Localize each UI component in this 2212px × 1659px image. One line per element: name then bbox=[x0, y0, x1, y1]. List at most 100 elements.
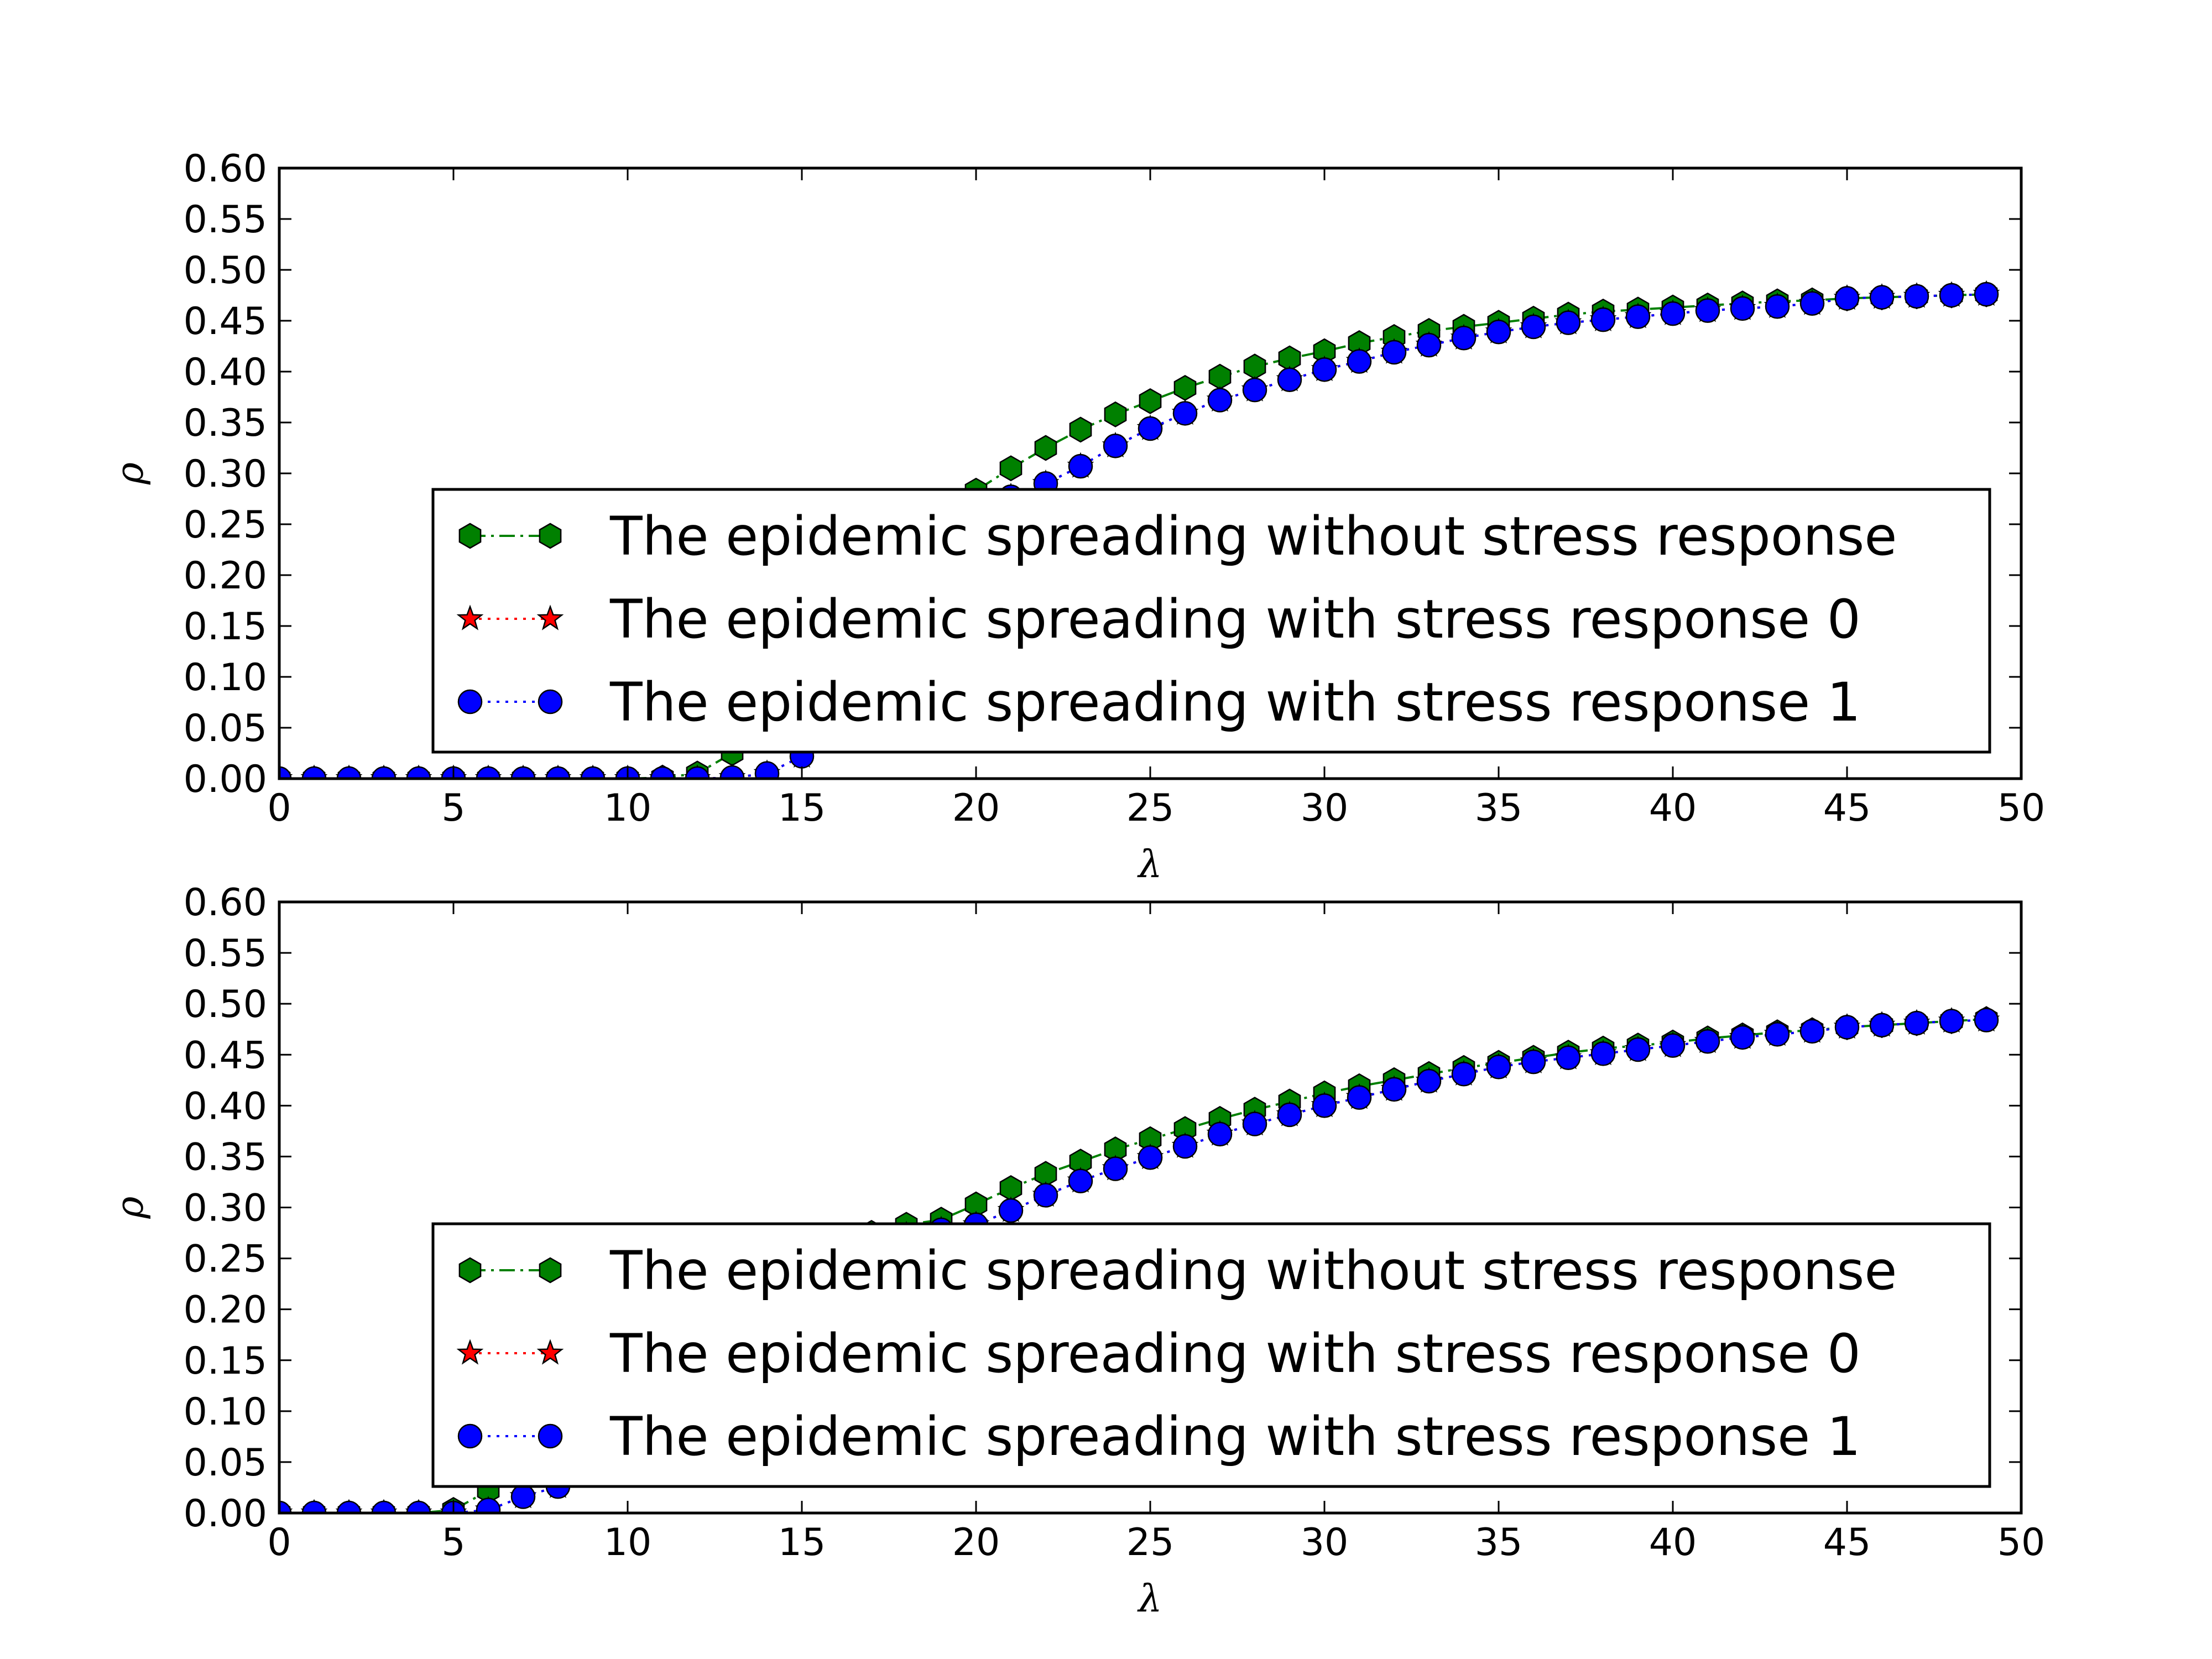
data-point-s3-37 bbox=[1556, 1045, 1581, 1071]
y-tick-label: 0.35 bbox=[184, 1135, 267, 1179]
x-tick-label: 10 bbox=[604, 1521, 652, 1564]
data-point-s3-36 bbox=[1521, 314, 1546, 340]
x-tick-label: 20 bbox=[952, 1521, 1000, 1564]
y-tick-label: 0.60 bbox=[184, 147, 267, 191]
x-tick-label: 45 bbox=[1823, 1521, 1871, 1564]
x-tick-label: 45 bbox=[1823, 786, 1871, 830]
data-point-s3-23 bbox=[1068, 453, 1093, 479]
data-point-s3-31 bbox=[1347, 1085, 1372, 1110]
data-point-s3-49 bbox=[1974, 1008, 1999, 1032]
data-point-s3-28 bbox=[1242, 1112, 1267, 1136]
data-point-s3-25 bbox=[1138, 1145, 1163, 1170]
data-point-s3-33 bbox=[1416, 1068, 1442, 1094]
data-point-s3-21 bbox=[998, 1198, 1024, 1223]
data-point-s3-24 bbox=[1103, 434, 1128, 458]
legend-marker bbox=[458, 523, 482, 549]
x-tick-label: 5 bbox=[441, 1521, 465, 1564]
legend-marker bbox=[539, 523, 562, 549]
data-point-s3-41 bbox=[1695, 1029, 1720, 1054]
data-point-s3-23 bbox=[1068, 1168, 1093, 1193]
legend-marker bbox=[458, 1257, 482, 1284]
data-point-s3-0 bbox=[279, 766, 292, 779]
data-point-s3-30 bbox=[1312, 357, 1337, 382]
x-tick-label: 50 bbox=[1997, 786, 2046, 830]
data-point-s1-27 bbox=[1208, 363, 1232, 390]
data-point-s3-45 bbox=[1834, 286, 1860, 311]
data-point-s3-38 bbox=[1590, 307, 1616, 332]
x-tick-label: 15 bbox=[778, 1521, 826, 1564]
data-point-s3-48 bbox=[1939, 283, 1964, 308]
data-point-s1-23 bbox=[1069, 416, 1092, 443]
data-point-s3-1 bbox=[301, 766, 327, 779]
x-tick-label: 50 bbox=[1997, 1521, 2046, 1564]
plot-data bbox=[279, 280, 2000, 779]
y-tick-label: 0.00 bbox=[184, 1492, 267, 1536]
x-axis-label: λ bbox=[1136, 843, 1162, 886]
data-point-s3-33 bbox=[1416, 332, 1442, 358]
y-tick-label: 0.00 bbox=[184, 758, 267, 801]
data-point-s3-38 bbox=[1590, 1041, 1616, 1066]
data-point-s3-4 bbox=[406, 766, 431, 779]
data-point-s3-46 bbox=[1869, 285, 1895, 310]
data-point-s3-0 bbox=[279, 1500, 292, 1513]
legend-label: The epidemic spreading with stress respo… bbox=[609, 671, 1861, 733]
y-tick-label: 0.10 bbox=[184, 656, 267, 700]
data-point-s3-40 bbox=[1660, 301, 1686, 326]
chart-panel-1: 0 5 10 15 20 25 30 35 40 45 50 0.00 0.05 0.10 0.15 0.20… bbox=[108, 147, 2045, 886]
data-point-s3-4 bbox=[406, 1500, 431, 1513]
data-point-s3-11 bbox=[650, 766, 675, 779]
x-tick-label: 0 bbox=[267, 1521, 291, 1564]
data-point-s1-26 bbox=[1173, 374, 1197, 401]
data-point-s3-6 bbox=[476, 1498, 501, 1513]
data-point-s3-27 bbox=[1207, 388, 1233, 413]
y-tick-label: 0.10 bbox=[184, 1390, 267, 1434]
data-point-s3-39 bbox=[1625, 304, 1651, 329]
chart-panel-2: 0 5 10 15 20 25 30 35 40 45 50 0.00 0.05 0.10 0.15 0.20… bbox=[108, 881, 2045, 1621]
data-point-s3-22 bbox=[1033, 1183, 1058, 1208]
x-tick-label: 25 bbox=[1126, 786, 1175, 830]
data-point-s3-3 bbox=[371, 1500, 397, 1513]
y-tick-label: 0.05 bbox=[184, 707, 267, 750]
x-tick-label: 35 bbox=[1475, 1521, 1523, 1564]
data-point-s3-40 bbox=[1660, 1033, 1686, 1058]
y-tick-label: 0.40 bbox=[184, 1084, 267, 1128]
y-tick-label: 0.55 bbox=[184, 932, 267, 975]
data-point-s3-34 bbox=[1451, 1061, 1477, 1087]
x-tick-label: 40 bbox=[1649, 786, 1697, 830]
legend-label: The epidemic spreading without stress re… bbox=[609, 1240, 1897, 1302]
data-point-s3-30 bbox=[1312, 1093, 1337, 1118]
data-point-s3-26 bbox=[1172, 1134, 1198, 1159]
legend: The epidemic spreading without stress re… bbox=[431, 1222, 1991, 1488]
data-point-s3-2 bbox=[336, 1500, 362, 1513]
legend-marker bbox=[457, 689, 483, 714]
data-point-s3-37 bbox=[1556, 310, 1581, 335]
data-point-s3-45 bbox=[1834, 1015, 1860, 1040]
legend-box bbox=[431, 488, 1991, 754]
legend-marker bbox=[538, 689, 563, 714]
data-point-s3-28 bbox=[1242, 377, 1267, 403]
data-point-s3-49 bbox=[1974, 281, 1999, 307]
y-tick-label: 0.40 bbox=[184, 351, 267, 394]
data-point-s1-22 bbox=[1034, 435, 1057, 461]
data-point-s3-46 bbox=[1869, 1013, 1895, 1038]
data-point-s3-32 bbox=[1381, 1077, 1407, 1102]
data-point-s3-9 bbox=[580, 766, 606, 779]
x-axis-label: λ bbox=[1136, 1577, 1162, 1621]
data-point-s3-47 bbox=[1904, 1010, 1929, 1036]
legend-label: The epidemic spreading with stress respo… bbox=[609, 1406, 1861, 1468]
data-point-s3-12 bbox=[685, 766, 710, 779]
data-point-s3-42 bbox=[1730, 296, 1755, 321]
x-tick-label: 5 bbox=[441, 786, 465, 830]
legend-marker bbox=[456, 604, 484, 630]
x-tick-label: 35 bbox=[1475, 786, 1523, 830]
data-point-s3-29 bbox=[1277, 367, 1302, 392]
data-point-s1-28 bbox=[1243, 353, 1266, 380]
data-point-s3-36 bbox=[1521, 1049, 1546, 1074]
x-tick-label: 25 bbox=[1126, 1521, 1175, 1564]
x-tick-label: 0 bbox=[267, 786, 291, 830]
data-point-s3-42 bbox=[1730, 1025, 1755, 1050]
x-tick-label: 15 bbox=[778, 786, 826, 830]
data-point-s3-3 bbox=[371, 766, 397, 779]
legend-label: The epidemic spreading with stress respo… bbox=[609, 588, 1861, 650]
